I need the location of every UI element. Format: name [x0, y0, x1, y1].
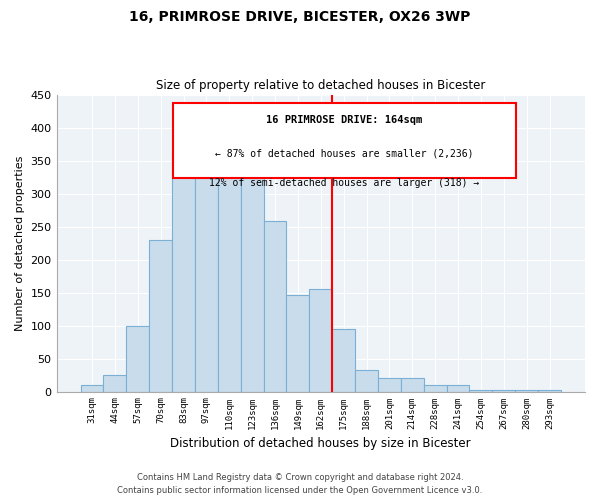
Bar	[80, 385, 103, 392]
Bar	[103, 375, 127, 392]
Bar	[538, 390, 561, 392]
FancyBboxPatch shape	[173, 104, 517, 178]
Bar	[446, 385, 469, 392]
Bar	[195, 148, 218, 392]
X-axis label: Distribution of detached houses by size in Bicester: Distribution of detached houses by size …	[170, 437, 471, 450]
Bar	[493, 390, 515, 392]
Bar	[172, 150, 195, 392]
Bar	[286, 294, 310, 392]
Bar	[218, 146, 241, 392]
Y-axis label: Number of detached properties: Number of detached properties	[15, 156, 25, 330]
Bar	[378, 378, 401, 392]
Text: ← 87% of detached houses are smaller (2,236): ← 87% of detached houses are smaller (2,…	[215, 148, 474, 158]
Bar	[127, 326, 149, 392]
Title: Size of property relative to detached houses in Bicester: Size of property relative to detached ho…	[156, 79, 485, 92]
Bar	[241, 158, 263, 392]
Bar	[401, 378, 424, 392]
Bar	[332, 329, 355, 392]
Text: 16, PRIMROSE DRIVE, BICESTER, OX26 3WP: 16, PRIMROSE DRIVE, BICESTER, OX26 3WP	[130, 10, 470, 24]
Bar	[263, 222, 286, 392]
Bar	[149, 240, 172, 392]
Bar	[355, 370, 378, 392]
Bar	[310, 290, 332, 392]
Bar	[424, 385, 446, 392]
Text: 16 PRIMROSE DRIVE: 164sqm: 16 PRIMROSE DRIVE: 164sqm	[266, 116, 422, 126]
Text: Contains HM Land Registry data © Crown copyright and database right 2024.
Contai: Contains HM Land Registry data © Crown c…	[118, 474, 482, 495]
Bar	[515, 390, 538, 392]
Bar	[469, 390, 493, 392]
Text: 12% of semi-detached houses are larger (318) →: 12% of semi-detached houses are larger (…	[209, 178, 479, 188]
